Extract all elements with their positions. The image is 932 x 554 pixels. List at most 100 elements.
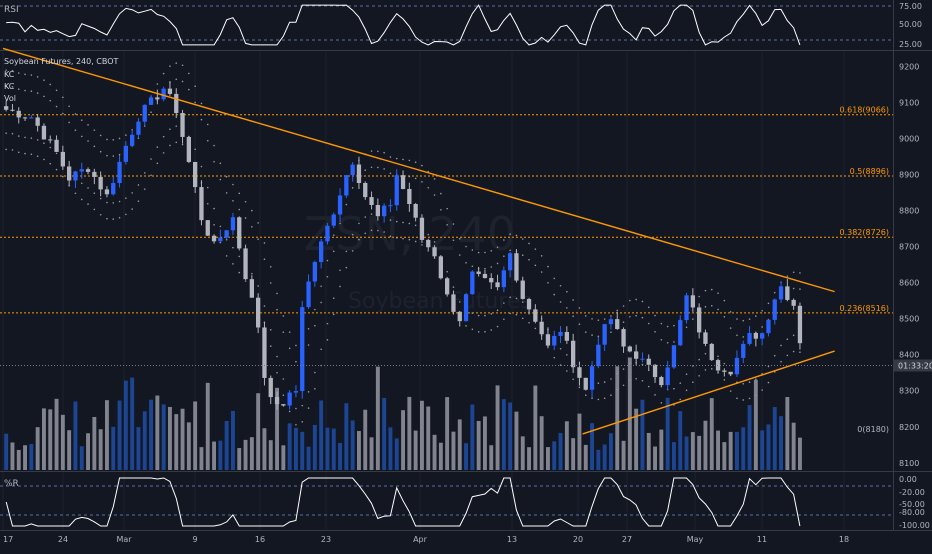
band-dot	[559, 348, 562, 350]
candle-body	[715, 360, 721, 371]
volume-bar	[294, 427, 298, 470]
candle-body	[697, 307, 702, 333]
band-dot	[717, 292, 719, 294]
band-dot	[748, 318, 751, 320]
band-dot	[150, 174, 152, 177]
band-dot	[685, 326, 688, 329]
band-dot	[175, 141, 178, 144]
band-dot	[629, 379, 631, 381]
volume-bar	[791, 422, 796, 470]
band-dot	[269, 282, 272, 284]
band-dot	[521, 301, 524, 303]
band-dot	[169, 65, 171, 67]
volume-bar	[382, 397, 387, 470]
candle-body	[67, 166, 72, 181]
volume-bar	[319, 400, 324, 470]
candle-body	[205, 220, 210, 236]
band-dot	[383, 151, 385, 154]
volume-bar	[212, 441, 216, 470]
volume-bar	[533, 385, 538, 470]
candle-body	[148, 97, 154, 105]
volume-bar	[766, 424, 771, 470]
trendline[interactable]	[2, 47, 835, 293]
candle-body	[514, 253, 519, 281]
band-dot	[213, 160, 215, 163]
volume-bar	[520, 436, 525, 470]
band-dot	[288, 410, 291, 413]
candle-body	[337, 195, 343, 215]
candle-body	[249, 279, 254, 298]
band-dot	[755, 394, 757, 397]
band-dot	[477, 251, 480, 254]
rsi-pane: RSI	[0, 0, 893, 50]
band-dot	[125, 197, 127, 199]
volume-bar	[489, 445, 494, 470]
wr-tick-100: -100.00	[899, 521, 930, 530]
band-dot	[559, 301, 562, 303]
volume-bar	[653, 446, 657, 470]
candle-body	[237, 217, 242, 249]
candle-body	[646, 358, 651, 365]
volume-bar	[722, 442, 727, 470]
band-dot	[673, 324, 675, 327]
candle-body	[457, 311, 462, 322]
price-axis[interactable]: 9200 9100 9000 8900 8800 8700 8600 8500 8400 8300…	[899, 62, 919, 467]
band-dot	[251, 272, 253, 275]
time-label: 24	[58, 535, 68, 544]
band-dot	[509, 233, 511, 235]
band-dot	[74, 113, 77, 115]
band-dot	[471, 312, 474, 314]
band-dot	[622, 305, 625, 307]
band-dot	[307, 407, 310, 409]
band-dot	[150, 158, 152, 160]
band-dot	[452, 286, 455, 288]
volume-bar	[275, 387, 279, 470]
band-dot	[528, 321, 530, 324]
band-dot	[112, 218, 115, 220]
band-dot	[93, 129, 96, 131]
volume-bar	[690, 432, 695, 470]
band-dot	[30, 137, 33, 139]
volume-bar	[407, 396, 412, 470]
band-dot	[440, 192, 442, 195]
band-dot	[578, 386, 581, 389]
band-dot	[484, 267, 486, 270]
band-dot	[673, 387, 675, 390]
volume-bar	[10, 442, 15, 470]
band-dot	[257, 222, 259, 224]
band-dot	[723, 362, 726, 365]
band-dot	[36, 155, 39, 157]
band-dot	[55, 168, 58, 171]
band-dot	[93, 208, 96, 211]
volume-bar	[375, 366, 380, 470]
band-dot	[553, 293, 556, 296]
band-dot	[490, 266, 493, 268]
band-dot	[521, 254, 524, 257]
band-dot	[654, 394, 656, 396]
band-dot	[610, 331, 612, 333]
volume-bar	[388, 427, 393, 470]
time-axis[interactable]: 17 24 Mar 9 16 23 Apr 13 20 27 May 11 18	[3, 535, 849, 544]
legend-title: Soybean Futures, 240, CBOT	[4, 57, 119, 66]
band-dot	[326, 259, 329, 262]
trendline[interactable]	[582, 350, 835, 435]
candle-body	[526, 298, 532, 310]
time-label: 18	[839, 535, 849, 544]
candle-body	[22, 117, 28, 119]
candle-body	[268, 377, 273, 398]
candle-body	[256, 297, 261, 328]
candle-body	[703, 332, 708, 344]
band-dot	[698, 358, 700, 361]
price-tick: 8300	[899, 387, 919, 396]
band-dot	[692, 318, 694, 320]
rsi-tick-50: 50.00	[899, 20, 922, 29]
band-dot	[723, 315, 726, 318]
band-dot	[232, 263, 234, 265]
band-dot	[490, 249, 493, 252]
volume-bar	[105, 400, 109, 470]
band-dot	[125, 134, 127, 136]
band-dot	[106, 154, 108, 157]
candle-body	[634, 351, 639, 359]
band-dot	[566, 353, 568, 356]
price-tick: 8900	[899, 171, 919, 180]
